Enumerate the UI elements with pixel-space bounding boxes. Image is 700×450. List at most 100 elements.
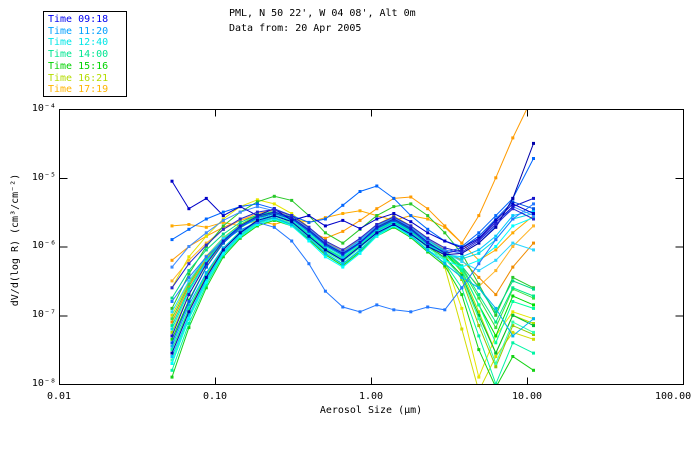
data-marker	[341, 305, 345, 309]
series-line-12:40	[171, 217, 534, 364]
data-marker	[221, 220, 225, 224]
data-marker	[477, 313, 481, 317]
data-marker	[170, 344, 174, 348]
data-marker	[460, 269, 464, 273]
data-marker	[358, 218, 362, 222]
series-line-14:00	[171, 215, 534, 350]
data-marker	[392, 217, 396, 221]
data-marker	[341, 218, 345, 222]
data-marker	[341, 251, 345, 255]
data-marker	[238, 217, 242, 221]
data-marker	[238, 220, 242, 224]
data-marker	[170, 324, 174, 328]
data-marker	[204, 278, 208, 281]
data-marker	[290, 216, 294, 220]
data-marker	[170, 361, 174, 365]
data-marker	[494, 306, 498, 310]
data-marker	[494, 310, 498, 314]
data-marker	[204, 196, 208, 200]
series-line-15:16	[171, 195, 534, 317]
data-marker	[426, 227, 430, 231]
data-marker	[255, 205, 259, 209]
legend-item: Time 15:16	[48, 60, 109, 72]
series-line-09:18	[171, 197, 534, 337]
data-marker	[170, 355, 174, 358]
data-marker	[221, 232, 225, 236]
data-marker	[323, 289, 327, 293]
data-marker	[255, 200, 259, 204]
data-marker	[187, 275, 191, 279]
data-marker	[204, 280, 208, 284]
data-marker	[532, 241, 535, 245]
data-marker	[494, 245, 498, 248]
data-marker	[511, 330, 515, 334]
data-marker	[443, 248, 447, 252]
data-marker	[358, 236, 362, 240]
data-marker	[170, 375, 174, 379]
data-marker	[272, 194, 276, 198]
data-marker	[341, 265, 345, 269]
data-marker	[323, 231, 327, 235]
data-marker	[170, 358, 174, 362]
data-marker	[511, 334, 515, 338]
data-marker	[511, 241, 515, 245]
legend-item: Time 14:00	[48, 49, 109, 61]
data-marker	[477, 334, 481, 338]
data-marker	[187, 272, 191, 276]
data-marker	[494, 326, 498, 330]
data-marker	[494, 258, 498, 262]
data-marker	[204, 265, 208, 269]
data-marker	[341, 203, 345, 207]
data-marker	[221, 255, 225, 259]
data-marker	[307, 220, 311, 224]
data-marker	[477, 348, 481, 352]
series-line-09:18	[171, 143, 534, 354]
data-marker	[170, 306, 174, 310]
data-marker	[170, 337, 174, 341]
data-marker	[392, 212, 396, 215]
data-marker	[443, 231, 447, 235]
data-marker	[477, 258, 481, 262]
data-marker	[477, 303, 481, 307]
data-marker	[323, 239, 327, 243]
data-marker	[409, 227, 413, 231]
data-marker	[187, 279, 191, 283]
data-marker	[392, 215, 396, 219]
data-marker	[358, 245, 362, 248]
data-marker	[460, 265, 464, 269]
data-marker	[204, 231, 208, 235]
data-marker	[511, 207, 515, 211]
data-marker	[187, 245, 191, 248]
data-marker	[375, 303, 379, 307]
data-marker	[255, 210, 259, 214]
data-marker	[511, 324, 515, 328]
data-marker	[443, 239, 447, 243]
data-marker	[187, 289, 191, 293]
data-marker	[532, 157, 535, 160]
data-marker	[426, 305, 430, 309]
data-marker	[426, 207, 430, 211]
data-marker	[460, 246, 464, 250]
data-marker	[532, 368, 535, 372]
data-marker	[341, 248, 345, 252]
data-marker	[323, 248, 327, 252]
data-marker	[204, 260, 208, 264]
data-marker	[375, 217, 379, 221]
data-marker	[341, 241, 345, 245]
data-marker	[170, 368, 174, 372]
data-marker	[409, 214, 413, 218]
x-tick-label: 1.00	[358, 391, 384, 402]
data-marker	[477, 275, 481, 279]
data-marker	[426, 236, 430, 240]
data-marker	[323, 242, 327, 246]
series-line-14:00	[171, 218, 534, 384]
data-marker	[375, 214, 379, 218]
data-marker	[532, 209, 535, 213]
data-marker	[170, 320, 174, 324]
data-marker	[477, 324, 481, 328]
data-marker	[392, 196, 396, 200]
legend-box: Time 09:18 Time 11:20 Time 12:40 Time 14…	[43, 11, 127, 97]
plot-frame	[59, 109, 684, 385]
data-marker	[170, 286, 174, 290]
data-marker	[494, 341, 498, 345]
